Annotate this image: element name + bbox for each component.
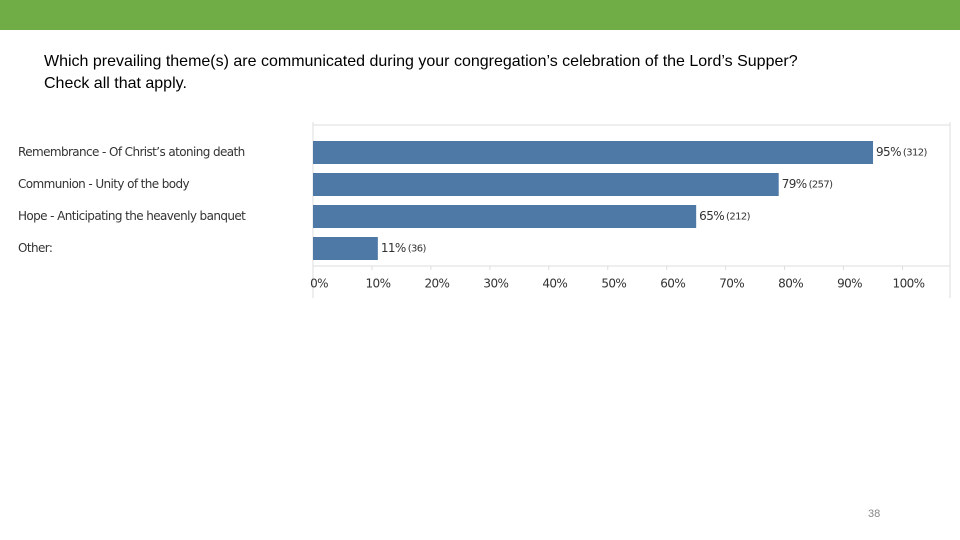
x-tick-label: 40% bbox=[542, 277, 567, 291]
x-tick-label: 80% bbox=[778, 277, 803, 291]
x-tick-label: 10% bbox=[366, 277, 391, 291]
x-tick-label: 0% bbox=[310, 277, 328, 291]
x-tick-label: 20% bbox=[424, 277, 449, 291]
top-bar bbox=[0, 0, 960, 30]
count-label: (312) bbox=[903, 148, 928, 159]
x-tick-label: 30% bbox=[483, 277, 508, 291]
count-label: (36) bbox=[408, 244, 427, 255]
x-tick-label: 70% bbox=[719, 277, 744, 291]
category-label: Hope - Anticipating the heavenly banquet bbox=[18, 209, 246, 223]
count-label: (212) bbox=[726, 212, 751, 223]
bar bbox=[313, 173, 779, 196]
bar bbox=[313, 205, 697, 228]
page-number: 38 bbox=[868, 508, 881, 520]
category-label: Communion - Unity of the body bbox=[18, 177, 190, 191]
x-tick-label: 100% bbox=[893, 277, 925, 291]
bar bbox=[313, 237, 378, 260]
category-label: Remembrance - Of Christ’s atoning death bbox=[18, 145, 245, 159]
bar bbox=[313, 141, 874, 164]
count-label: (257) bbox=[809, 180, 834, 191]
category-label: Other: bbox=[18, 241, 52, 255]
value-label: 11% bbox=[381, 241, 406, 255]
x-tick-label: 90% bbox=[837, 277, 862, 291]
value-label: 65% bbox=[699, 209, 724, 223]
x-tick-label: 60% bbox=[660, 277, 685, 291]
chart-title: Which prevailing theme(s) are communicat… bbox=[44, 53, 798, 92]
value-label: 79% bbox=[782, 177, 807, 191]
x-tick-label: 50% bbox=[601, 277, 626, 291]
value-label: 95% bbox=[876, 145, 901, 159]
